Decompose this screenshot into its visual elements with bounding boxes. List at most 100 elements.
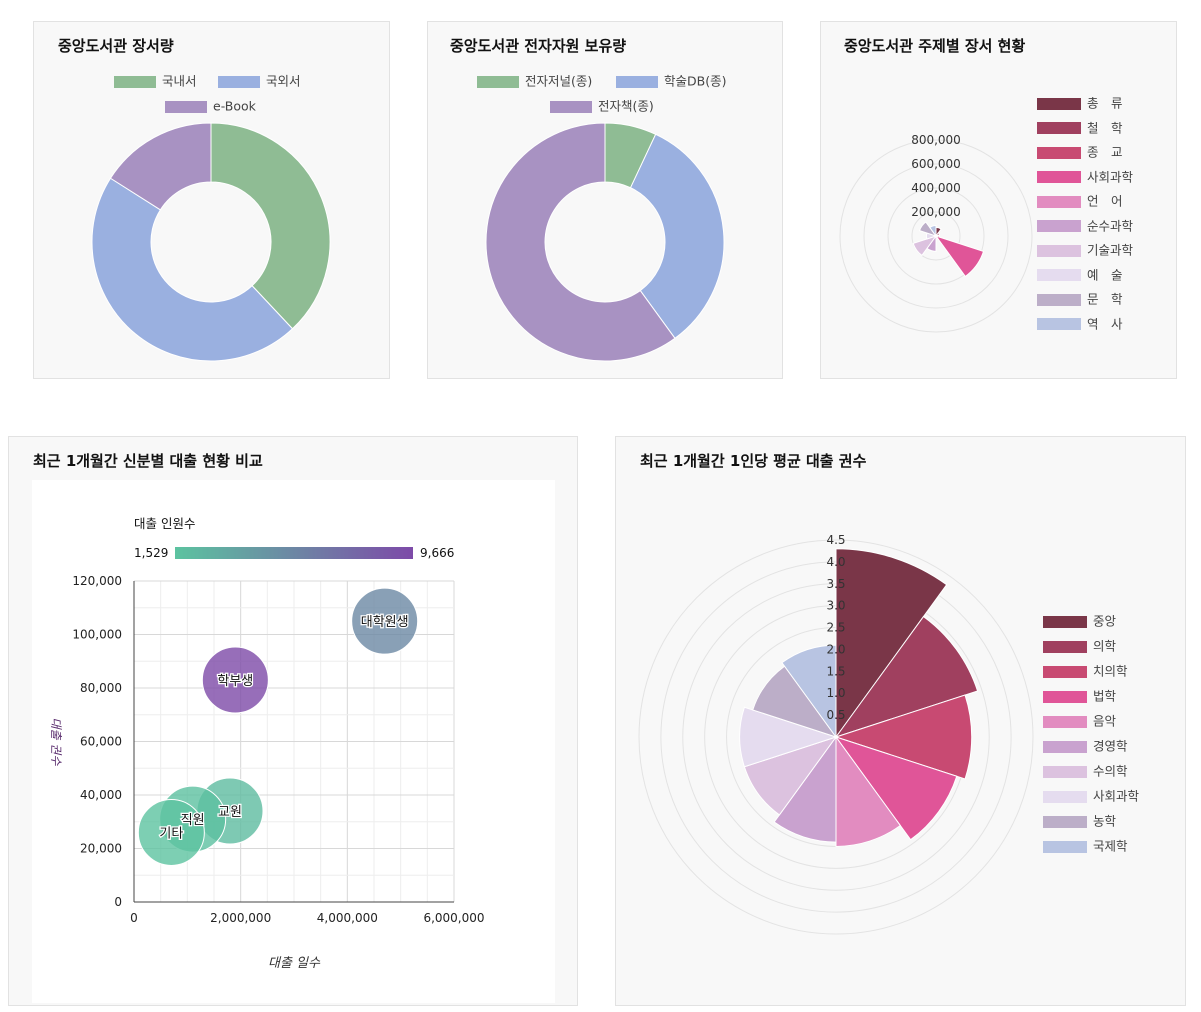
legend-label: 법학 [1093,688,1117,704]
legend-item-ebook[interactable]: e-Book [165,98,256,114]
polar-segment-3[interactable] [934,235,985,278]
bubble-point[interactable] [201,646,269,714]
colorbar-max-label: 9,666 [420,546,454,560]
donut-slice-1[interactable] [629,133,725,339]
average-title: 최근 1개월간 1인당 평균 대출 권수 [640,452,867,470]
legend-swatch [1037,293,1081,306]
donut-slice-2[interactable] [485,122,676,362]
legend-item[interactable]: 순수과학 [1037,218,1133,234]
legend-label: 전자저널(종) [525,73,593,89]
legend-item[interactable]: 철 학 [1037,120,1123,136]
polar-tick-label: 2.0 [826,642,845,656]
x-axis-title: 대출 일수 [268,956,321,971]
legend-item[interactable]: 농학 [1043,813,1116,829]
legend-swatch [218,75,260,88]
polar-segment-0[interactable] [835,548,948,739]
x-tick-label: 0 [130,911,138,925]
legend-label: 총 류 [1087,95,1123,111]
bubble-point[interactable] [351,587,419,655]
legend-item[interactable]: 문 학 [1037,291,1123,307]
colorbar-title: 대출 인원수 [134,516,195,531]
polar-segment-3[interactable] [834,736,958,841]
legend-label: e-Book [213,98,256,114]
polar-tick-label: 1.0 [826,686,845,700]
legend-label: 문 학 [1087,291,1123,307]
legend-item[interactable]: 역 사 [1037,316,1123,332]
polar-segment-1[interactable] [834,615,979,738]
legend-swatch [1037,122,1081,134]
legend-item[interactable]: 사회과학 [1043,788,1139,804]
legend-item-domestic[interactable]: 국내서 [114,73,197,89]
polar-segment-4[interactable] [835,735,902,847]
legend-swatch [1043,665,1087,678]
legend-swatch [1043,640,1087,653]
legend-label: 기술과학 [1087,242,1134,258]
legend-swatch [1037,269,1081,281]
subjects-title: 중앙도서관 주제별 장서 현황 [844,37,1026,55]
donut-slice-2[interactable] [109,122,212,211]
legend-label: 종 교 [1087,144,1123,160]
polar-segment-5[interactable] [773,735,837,843]
legend-item[interactable]: 중앙 [1043,613,1116,629]
y-tick-label: 0 [114,895,122,909]
polar-grid-ring [887,187,985,285]
polar-segment-2[interactable] [834,694,973,780]
legend-swatch [1037,195,1081,208]
legend-item[interactable]: 종 교 [1037,144,1123,160]
polar-grid-ring [911,211,961,261]
legend-swatch [1037,244,1081,257]
legend-label: 역 사 [1087,316,1123,331]
legend-item-ebook[interactable]: 전자책(종) [550,98,654,114]
polar-tick-label: 200,000 [911,205,961,219]
polar-segment-9[interactable] [929,224,937,238]
legend-item[interactable]: 법학 [1043,688,1116,704]
legend-swatch [1037,146,1081,159]
y-axis-title: 대출 권수 [49,718,63,767]
legend-swatch [1037,171,1081,183]
legend-item[interactable]: 예 술 [1037,267,1123,283]
legend-swatch [1037,97,1081,110]
polar-grid-ring [638,539,1034,935]
holdings-donut-chart [91,122,331,362]
legend-item[interactable]: 경영학 [1043,738,1128,754]
legend-item[interactable]: 언 어 [1037,193,1123,209]
polar-segment-9[interactable] [781,644,837,739]
polar-tick-label: 4.5 [826,533,845,547]
polar-segment-8[interactable] [918,221,938,237]
legend-item[interactable]: 치의학 [1043,663,1128,679]
polar-tick-label: 3.0 [826,599,845,613]
legend-item[interactable]: 사회과학 [1037,169,1133,185]
legend-label: 국제학 [1093,838,1128,854]
polar-tick-label: 4.0 [826,555,845,569]
y-tick-label: 120,000 [72,574,122,588]
legend-item[interactable]: 총 류 [1037,95,1123,111]
legend-item-foreign[interactable]: 국외서 [218,73,301,89]
y-tick-label: 80,000 [80,681,122,695]
bubble-label: 직원 [181,813,205,828]
y-tick-label: 20,000 [80,842,122,856]
polar-tick-label: 600,000 [911,157,961,171]
legend-label: 순수과학 [1087,218,1134,233]
legend-swatch [165,100,207,113]
y-tick-label: 60,000 [80,735,122,749]
legend-swatch [1043,615,1087,628]
colorbar-min-label: 1,529 [134,546,168,560]
legend-item-ejournal[interactable]: 전자저널(종) [477,73,592,89]
x-tick-label: 6,000,000 [423,911,484,925]
legend-item[interactable]: 의학 [1043,638,1116,654]
legend-item[interactable]: 수의학 [1043,763,1128,779]
legend-item[interactable]: 기술과학 [1037,242,1133,258]
legend-item[interactable]: 국제학 [1043,838,1128,854]
polar-tick-label: 3.5 [826,577,845,591]
polar-segment-6[interactable] [912,235,938,257]
donut-slice-1[interactable] [91,177,294,362]
legend-swatch [550,100,592,113]
donut-slice-0[interactable] [210,122,331,330]
polar-segment-7[interactable] [739,706,838,768]
holdings-title: 중앙도서관 장서량 [58,37,174,55]
bubble-point[interactable] [137,798,205,866]
legend-label: 사회과학 [1087,169,1134,184]
legend-item-db[interactable]: 학술DB(종) [616,73,726,89]
legend-item[interactable]: 음악 [1043,713,1116,729]
y-tick-label: 100,000 [72,628,122,642]
